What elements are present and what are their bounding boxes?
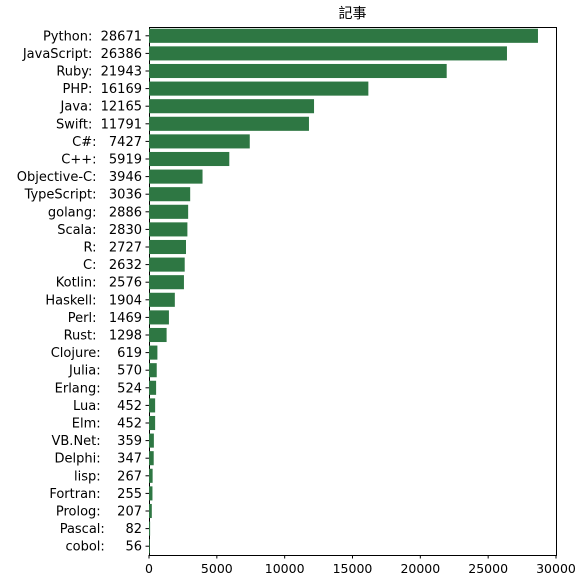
- category-label: Ruby: 21943: [56, 65, 142, 80]
- category-label: cobol: 56: [65, 540, 142, 555]
- bar-scala: [149, 222, 188, 237]
- bar-lisp: [149, 468, 153, 483]
- bar-golang: [149, 204, 189, 219]
- category-label: R: 2727: [84, 241, 143, 256]
- bar-elm: [149, 415, 156, 431]
- bar-vb-net: [149, 433, 154, 448]
- x-tick-label: 20000: [400, 561, 440, 576]
- category-label: C#: 7427: [72, 135, 142, 150]
- bar-rust: [149, 327, 167, 343]
- bar-lua: [149, 398, 156, 413]
- x-tick-label: 25000: [468, 561, 508, 576]
- bar-kotlin: [149, 275, 184, 290]
- bar-clojure: [149, 345, 158, 360]
- category-label: C: 2632: [83, 258, 142, 273]
- category-label: Perl: 1469: [68, 311, 142, 326]
- bar-perl: [149, 310, 169, 325]
- chart-title: 記事: [339, 5, 367, 22]
- category-label: Fortran: 255: [49, 487, 142, 502]
- category-label: Julia: 570: [68, 364, 142, 379]
- category-label: Java: 12165: [60, 100, 142, 115]
- category-label: Objective-C: 3946: [17, 170, 142, 185]
- bar-swift: [149, 116, 309, 131]
- x-tick-label: 0: [145, 561, 153, 576]
- category-label: Pascal: 82: [60, 522, 142, 537]
- bar-c-: [149, 151, 230, 167]
- bar-erlang: [149, 380, 157, 395]
- bar-typescript: [149, 187, 191, 202]
- bar-julia: [149, 363, 157, 378]
- plot-area: Python: 28671 JavaScript: 26386 Ruby: 2194…: [17, 27, 576, 576]
- category-label: Elm: 452: [72, 417, 142, 432]
- category-label: PHP: 16169: [63, 82, 142, 97]
- category-labels: Python: 28671 JavaScript: 26386 Ruby: 2194…: [17, 29, 149, 555]
- bar-cobol: [149, 539, 150, 554]
- category-label: lisp: 267: [74, 469, 142, 484]
- category-label: Erlang: 524: [55, 381, 142, 396]
- bar-javascript: [149, 46, 507, 61]
- category-label: Lua: 452: [73, 399, 142, 414]
- bar-ruby: [149, 63, 447, 79]
- bar-delphi: [149, 451, 154, 466]
- bars: [149, 28, 538, 554]
- x-tick-label: 5000: [201, 561, 233, 576]
- category-label: Python: 28671: [43, 29, 142, 44]
- bar-c: [149, 257, 185, 272]
- category-label: Scala: 2830: [57, 223, 142, 238]
- category-label: TypeScript: 3036: [24, 188, 142, 203]
- bar-python: [149, 28, 538, 43]
- bar-pascal: [149, 521, 151, 536]
- x-tick-label: 15000: [333, 561, 373, 576]
- category-label: Delphi: 347: [55, 452, 142, 467]
- category-label: Clojure: 619: [51, 346, 142, 361]
- category-label: Rust: 1298: [64, 329, 142, 344]
- bar-php: [149, 81, 369, 96]
- category-label: golang: 2886: [48, 205, 142, 220]
- bar-c-: [149, 134, 250, 149]
- bar-r: [149, 239, 186, 255]
- bar-prolog: [149, 503, 152, 519]
- category-label: C++: 5919: [61, 153, 142, 168]
- category-label: JavaScript: 26386: [22, 47, 142, 62]
- bar-fortran: [149, 486, 153, 501]
- category-label: Prolog: 207: [56, 505, 142, 520]
- category-label: Swift: 11791: [56, 117, 142, 132]
- x-tick-label: 10000: [265, 561, 305, 576]
- category-label: VB.Net: 359: [52, 434, 143, 449]
- category-label: Kotlin: 2576: [56, 276, 142, 291]
- x-tick-label: 30000: [536, 561, 576, 576]
- bar-java: [149, 99, 315, 114]
- bar-objective-c: [149, 169, 203, 184]
- bar-haskell: [149, 292, 175, 307]
- category-label: Haskell: 1904: [45, 293, 142, 308]
- x-axis: 0 5000 10000 15000 20000 25000 30000: [145, 555, 576, 576]
